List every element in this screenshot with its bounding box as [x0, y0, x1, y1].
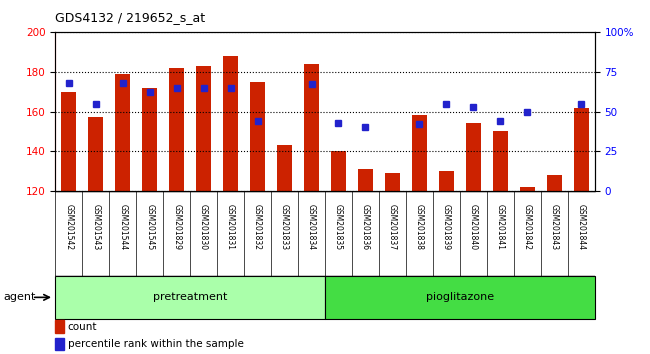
Bar: [412, 115, 427, 191]
Text: GSM201841: GSM201841: [496, 204, 505, 250]
Text: GSM201839: GSM201839: [442, 204, 451, 250]
Text: count: count: [68, 321, 98, 332]
Text: GSM201832: GSM201832: [253, 204, 262, 250]
Text: GSM201834: GSM201834: [307, 204, 316, 250]
Bar: [169, 68, 184, 191]
Bar: [358, 169, 373, 191]
Bar: [547, 175, 562, 191]
Bar: [250, 82, 265, 191]
Bar: [304, 64, 319, 191]
Bar: [385, 173, 400, 191]
Text: GDS4132 / 219652_s_at: GDS4132 / 219652_s_at: [55, 11, 205, 24]
Text: GSM201829: GSM201829: [172, 204, 181, 250]
Bar: [493, 131, 508, 191]
Text: GSM201838: GSM201838: [415, 204, 424, 250]
Bar: [331, 152, 346, 191]
Text: GSM201543: GSM201543: [91, 204, 100, 250]
Bar: [439, 171, 454, 191]
Bar: [277, 145, 292, 191]
Bar: [55, 276, 325, 319]
Bar: [223, 56, 238, 191]
Text: GSM201844: GSM201844: [577, 204, 586, 250]
Text: GSM201831: GSM201831: [226, 204, 235, 250]
Text: GSM201836: GSM201836: [361, 204, 370, 250]
Bar: [574, 108, 589, 191]
Bar: [88, 118, 103, 191]
Text: GSM201840: GSM201840: [469, 204, 478, 250]
Text: GSM201542: GSM201542: [64, 204, 73, 250]
Text: GSM201544: GSM201544: [118, 204, 127, 250]
Text: GSM201842: GSM201842: [523, 204, 532, 250]
Bar: [325, 276, 595, 319]
Bar: [115, 74, 130, 191]
Bar: [55, 320, 64, 333]
Bar: [142, 88, 157, 191]
Text: GSM201843: GSM201843: [550, 204, 559, 250]
Text: GSM201830: GSM201830: [199, 204, 208, 250]
Text: GSM201835: GSM201835: [334, 204, 343, 250]
Bar: [520, 187, 535, 191]
Bar: [61, 92, 76, 191]
Text: agent: agent: [3, 292, 36, 302]
Text: percentile rank within the sample: percentile rank within the sample: [68, 339, 244, 349]
Text: pretreatment: pretreatment: [153, 292, 228, 302]
Text: GSM201833: GSM201833: [280, 204, 289, 250]
Bar: [466, 124, 481, 191]
Text: GSM201837: GSM201837: [388, 204, 397, 250]
Text: GSM201545: GSM201545: [145, 204, 154, 250]
Bar: [196, 66, 211, 191]
Text: pioglitazone: pioglitazone: [426, 292, 494, 302]
Bar: [55, 338, 64, 350]
